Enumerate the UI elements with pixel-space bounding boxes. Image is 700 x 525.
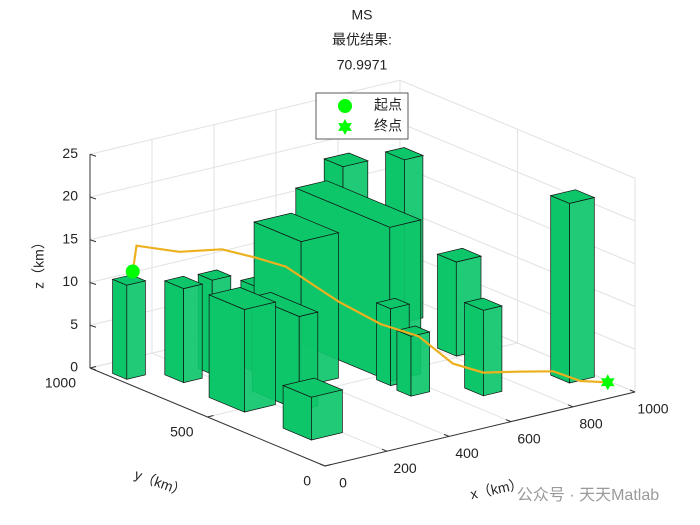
obstacle-left-face — [208, 294, 245, 413]
watermark: 公众号 · 天天Matlab — [517, 486, 659, 504]
z-tick — [89, 153, 97, 157]
obstacle-top-face — [207, 287, 277, 310]
obstacle — [549, 189, 596, 384]
obstacle-top-face — [252, 212, 340, 242]
x-tick — [381, 448, 388, 452]
obstacle-left-face — [437, 253, 457, 357]
x-tick — [319, 463, 326, 467]
obstacle-front-face — [569, 197, 595, 384]
x-tick — [505, 419, 512, 423]
obstacle-front-face — [244, 301, 276, 413]
obstacle-top-face — [197, 269, 232, 281]
legend-symbol — [338, 119, 352, 135]
obstacle-left-face — [164, 280, 184, 384]
y-tick-label: 500 — [170, 424, 194, 440]
obstacle-left-face — [396, 329, 412, 397]
legend-symbol — [338, 99, 352, 113]
obstacle-front-face — [183, 283, 203, 384]
x-tick-label: 200 — [393, 460, 417, 476]
z-tick-label: 10 — [62, 273, 78, 289]
obstacle-top-face — [436, 247, 483, 263]
obstacle-front-face — [483, 305, 503, 397]
obstacle-top-face — [281, 377, 344, 398]
x-axis — [324, 391, 636, 467]
y-tick — [324, 464, 332, 467]
z-axis-label: z（km） — [31, 235, 47, 289]
grid-line — [399, 208, 636, 307]
obstacle — [463, 297, 504, 397]
path-line — [131, 244, 608, 384]
obstacle-front-face — [311, 389, 343, 441]
obstacle-left-face — [112, 278, 128, 380]
z-tick — [89, 367, 97, 371]
grid-line — [399, 122, 636, 222]
y-tick — [207, 415, 214, 418]
y-tick-label: 0 — [303, 473, 311, 489]
x-tick-label: 1000 — [637, 401, 668, 417]
z-tick — [89, 324, 97, 328]
obstacle — [281, 377, 344, 441]
y-axis-label: y（km） — [132, 466, 188, 499]
obstacle-top-face — [375, 298, 411, 310]
obstacle-top-face — [463, 297, 504, 311]
chart-title: MS — [352, 7, 373, 23]
obstacle — [111, 274, 147, 380]
obstacle-left-face — [376, 302, 391, 387]
z-tick-label: 20 — [62, 188, 78, 204]
z-tick-label: 0 — [70, 359, 78, 375]
grid-line — [399, 165, 636, 265]
chart-title: 最优结果: — [332, 32, 392, 48]
obstacle-top-face — [549, 189, 596, 204]
grid-line — [89, 79, 401, 155]
x-tick — [443, 433, 450, 437]
obstacle — [163, 275, 204, 384]
z-tick — [89, 196, 97, 200]
x-tick — [629, 389, 636, 393]
z-tick-label: 15 — [62, 230, 78, 246]
obstacle-front-face — [126, 280, 146, 380]
x-tick — [567, 404, 574, 408]
start-marker — [125, 264, 140, 279]
obstacle — [395, 325, 431, 397]
y-tick — [89, 366, 97, 369]
chart-title: 70.9971 — [337, 57, 388, 73]
obstacle-top-face — [163, 275, 204, 289]
obstacle — [207, 287, 277, 413]
goal-marker — [600, 374, 615, 391]
z-tick — [89, 239, 97, 243]
obstacle-top-face — [294, 180, 422, 228]
obstacle-top-face — [384, 147, 425, 161]
x-tick-label: 400 — [455, 445, 479, 461]
z-tick-label: 25 — [62, 145, 78, 161]
x-tick-label: 600 — [517, 430, 541, 446]
legend: 起点 终点 — [315, 92, 409, 140]
obstacle-top-face — [323, 152, 369, 168]
obstacle-left-face — [550, 195, 570, 384]
x-tick-label: 800 — [579, 416, 603, 432]
legend-box — [315, 92, 409, 140]
legend-label: 起点 — [374, 97, 402, 113]
obstacle-top-face — [395, 325, 431, 337]
y-tick-label: 1000 — [45, 375, 76, 391]
legend-label: 终点 — [374, 118, 402, 134]
z-tick — [89, 282, 97, 285]
x-tick-label: 0 — [339, 475, 347, 491]
grid-line — [399, 79, 636, 179]
z-tick-label: 5 — [70, 316, 78, 332]
obstacle-left-face — [464, 301, 484, 397]
